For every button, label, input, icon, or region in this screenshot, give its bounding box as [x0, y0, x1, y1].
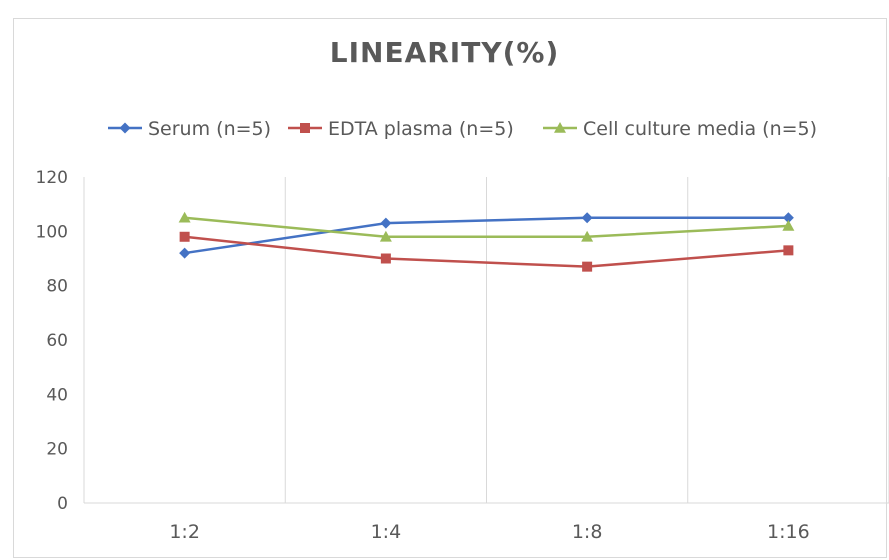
- series-line: [184, 216, 789, 239]
- legend-label: EDTA plasma (n=5): [328, 118, 514, 140]
- data-point: [582, 261, 593, 272]
- chart-title: LINEARITY(%): [329, 36, 560, 69]
- series-line: [184, 216, 789, 255]
- legend-label: Serum (n=5): [148, 118, 271, 140]
- y-tick-label: 120: [36, 168, 68, 188]
- y-tick-label: 80: [46, 277, 68, 297]
- data-point: [179, 247, 191, 259]
- x-tick-label: 1:4: [371, 521, 402, 543]
- data-point: [178, 211, 191, 223]
- data-point: [380, 253, 391, 264]
- series-line: [184, 235, 789, 268]
- legend-marker: [119, 122, 131, 134]
- data-point: [782, 212, 794, 224]
- data-point: [783, 245, 794, 256]
- legend-marker: [300, 123, 310, 133]
- x-tick-label: 1:8: [572, 521, 603, 543]
- y-tick-label: 0: [57, 494, 68, 514]
- data-point: [380, 217, 392, 229]
- data-point: [581, 230, 594, 242]
- y-tick-label: 100: [36, 222, 68, 242]
- legend-marker: [554, 122, 566, 133]
- data-point: [782, 219, 795, 231]
- data-point: [379, 230, 392, 242]
- data-point: [581, 212, 593, 224]
- x-tick-label: 1:16: [767, 521, 810, 543]
- y-tick-label: 40: [46, 385, 68, 405]
- data-point: [179, 231, 190, 242]
- y-tick-label: 20: [46, 440, 68, 460]
- y-tick-label: 60: [46, 331, 68, 351]
- x-tick-label: 1:2: [169, 521, 200, 543]
- legend-label: Cell culture media (n=5): [583, 118, 817, 140]
- chart-area: [13, 18, 887, 558]
